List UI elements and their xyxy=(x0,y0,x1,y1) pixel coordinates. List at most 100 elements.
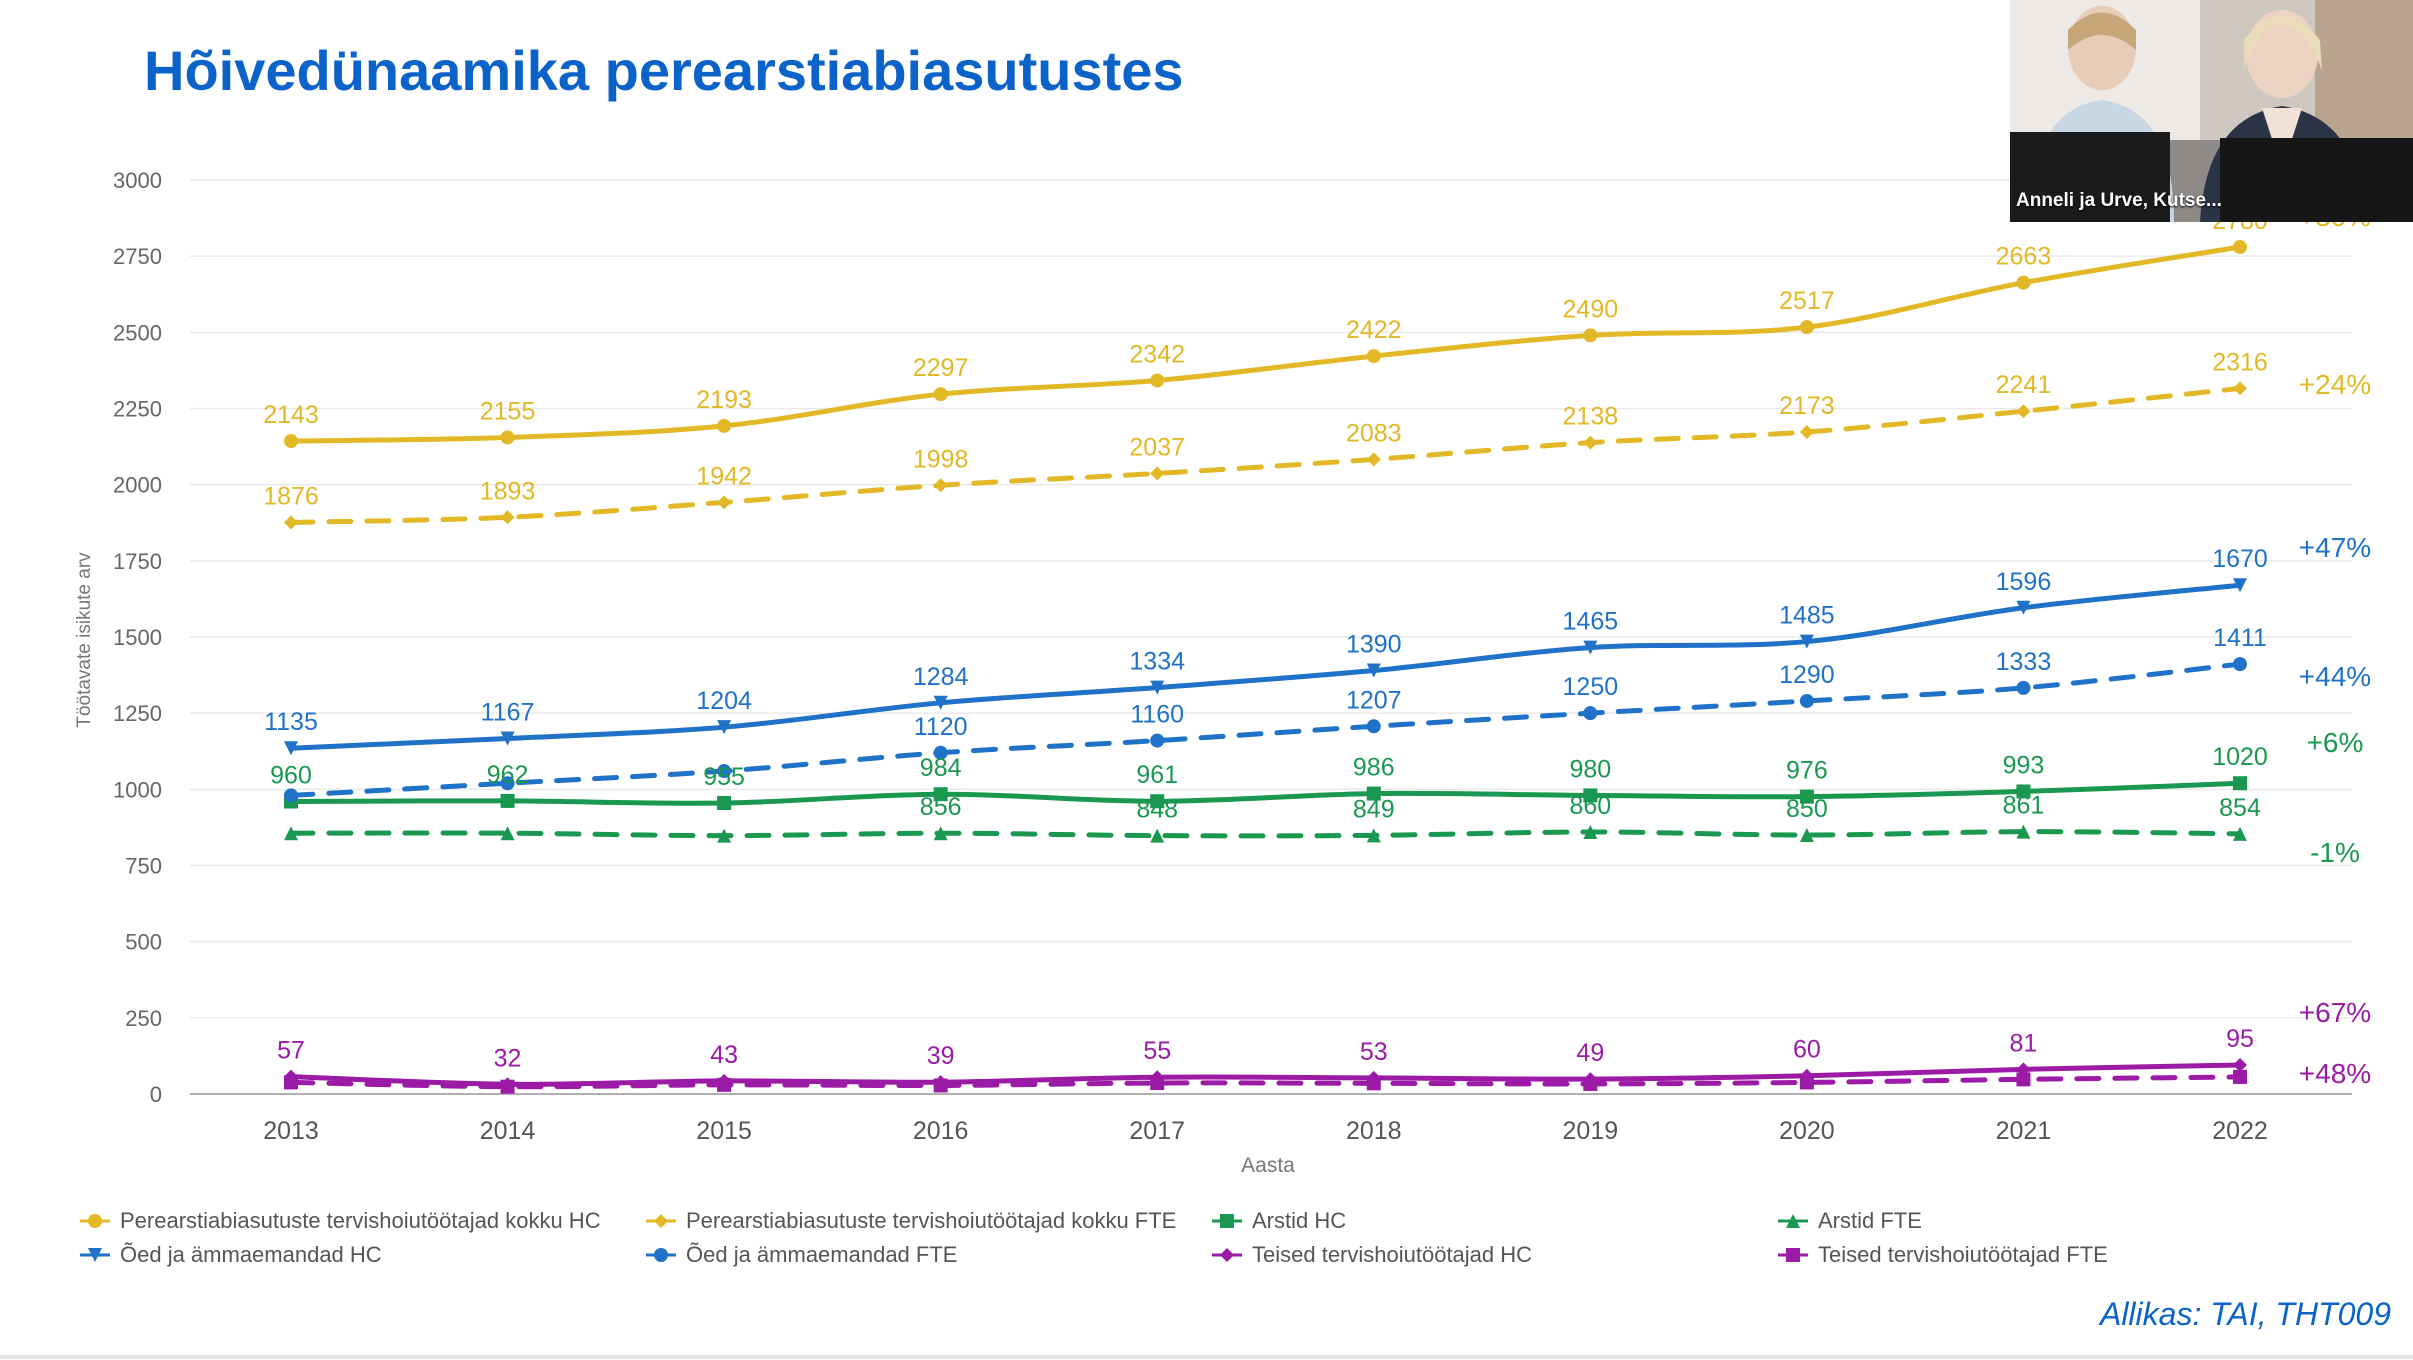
legend-item: Teised tervishoiutöötajad HC xyxy=(1212,1242,1778,1268)
legend-label: Teised tervishoiutöötajad HC xyxy=(1252,1242,1533,1267)
gridlines xyxy=(190,179,2352,1019)
data-point xyxy=(2233,381,2247,396)
y-tick-label: 2000 xyxy=(113,473,162,498)
y-tick-label: 2250 xyxy=(113,397,162,422)
data-point xyxy=(1583,788,1598,803)
legend-label: Teised tervishoiutöötajad FTE xyxy=(1818,1242,2108,1267)
data-point xyxy=(1150,794,1165,809)
data-point xyxy=(88,1214,102,1228)
data-label: 860 xyxy=(1569,792,1611,820)
data-point xyxy=(1366,786,1381,801)
line-chart: 0 250 500 750 1000 1250 1500 1750 2000 2250 2500 27… xyxy=(74,168,2371,1177)
legend-swatch xyxy=(1212,1248,1242,1262)
data-point xyxy=(2016,600,2031,615)
data-label: 2316 xyxy=(2212,348,2268,376)
series-line xyxy=(288,244,2243,444)
x-axis-title: Aasta xyxy=(1241,1154,1295,1177)
legend-label: Õed ja ämmaemandad HC xyxy=(120,1242,382,1267)
series-line xyxy=(288,829,2243,839)
data-point xyxy=(284,788,298,803)
data-point xyxy=(500,1079,515,1094)
data-point xyxy=(717,828,732,843)
data-point xyxy=(2233,1069,2247,1084)
source-note: Allikas: TAI, THT009 xyxy=(2099,1296,2391,1332)
change-label: +44% xyxy=(2299,661,2371,692)
data-point xyxy=(2233,240,2247,255)
legend-swatch xyxy=(1212,1214,1242,1228)
data-point xyxy=(1799,828,1814,843)
data-point xyxy=(2233,826,2247,841)
data-label: 2490 xyxy=(1563,295,1619,323)
data-point xyxy=(1583,328,1598,343)
y-tick-label: 500 xyxy=(125,930,162,955)
data-point xyxy=(933,787,948,802)
data-point xyxy=(1366,349,1381,364)
legend-swatch xyxy=(646,1248,676,1262)
series-line xyxy=(288,582,2243,751)
data-label: 2143 xyxy=(263,401,319,429)
x-tick-label: 2019 xyxy=(1563,1117,1619,1145)
data-point xyxy=(2016,1072,2031,1087)
data-point xyxy=(1799,320,1814,335)
data-label: 2241 xyxy=(1996,371,2052,399)
y-tick-label: 1250 xyxy=(113,701,162,726)
series-line xyxy=(288,780,2243,806)
data-label: 980 xyxy=(1569,755,1611,783)
data-point xyxy=(2233,776,2247,791)
data-point xyxy=(1220,1214,1234,1228)
data-point xyxy=(284,515,298,530)
data-label: 1120 xyxy=(914,713,968,741)
legend-item: Õed ja ämmaemandad FTE xyxy=(646,1242,1212,1268)
data-point xyxy=(1583,640,1598,655)
data-point xyxy=(500,510,515,525)
series-line xyxy=(288,1062,2243,1087)
data-point xyxy=(717,764,732,779)
series-line xyxy=(288,385,2243,525)
data-label: 1411 xyxy=(2213,624,2267,652)
data-point xyxy=(2016,680,2031,695)
data-point xyxy=(1786,1214,1800,1228)
data-point xyxy=(1366,663,1381,678)
data-label: 53 xyxy=(1360,1038,1388,1066)
legend: Perearstiabiasutuste tervishoiutöötajad … xyxy=(80,1208,2280,1268)
y-tick-label: 1500 xyxy=(113,625,162,650)
legend-label: Arstid FTE xyxy=(1818,1208,1922,1233)
data-point xyxy=(1366,1076,1381,1091)
data-point xyxy=(500,430,515,445)
series-4 xyxy=(284,578,2247,756)
video-participant-tile[interactable]: Anneli ja Urve, Kutse... xyxy=(2010,0,2413,222)
data-point xyxy=(933,826,948,841)
data-label: 1204 xyxy=(696,687,752,715)
data-point xyxy=(88,1248,102,1262)
legend-swatch xyxy=(80,1214,110,1228)
x-tick-label: 2021 xyxy=(1996,1117,2052,1145)
legend-label: Perearstiabiasutuste tervishoiutöötajad … xyxy=(120,1208,601,1233)
x-tick-label: 2022 xyxy=(2212,1117,2268,1145)
data-label: 1334 xyxy=(1129,648,1185,676)
data-point xyxy=(654,1214,668,1228)
data-label: 986 xyxy=(1353,754,1395,782)
x-tick-label: 2013 xyxy=(263,1117,319,1145)
data-point xyxy=(284,741,298,756)
data-point xyxy=(717,495,732,510)
legend-item: Teised tervishoiutöötajad FTE xyxy=(1778,1242,2278,1268)
data-point xyxy=(1799,693,1814,708)
series-0 xyxy=(284,240,2247,449)
data-label: 49 xyxy=(1576,1039,1604,1067)
participant-name-label: Anneli ja Urve, Kutse... xyxy=(2016,190,2222,211)
data-label: 2037 xyxy=(1129,433,1185,461)
data-label: 1160 xyxy=(1130,701,1184,729)
data-point xyxy=(933,478,948,493)
data-label: 1290 xyxy=(1779,661,1835,689)
data-label: 1333 xyxy=(1996,648,2052,676)
data-point xyxy=(2016,404,2031,419)
data-point xyxy=(933,387,948,402)
data-label: 1942 xyxy=(696,462,752,490)
data-label: 2083 xyxy=(1346,419,1402,447)
legend-label: Perearstiabiasutuste tervishoiutöötajad … xyxy=(686,1208,1177,1233)
legend-swatch xyxy=(646,1214,676,1228)
data-point xyxy=(1366,828,1381,843)
data-point xyxy=(1220,1248,1234,1262)
y-tick-label: 2750 xyxy=(113,244,162,269)
data-label: 39 xyxy=(927,1042,955,1070)
